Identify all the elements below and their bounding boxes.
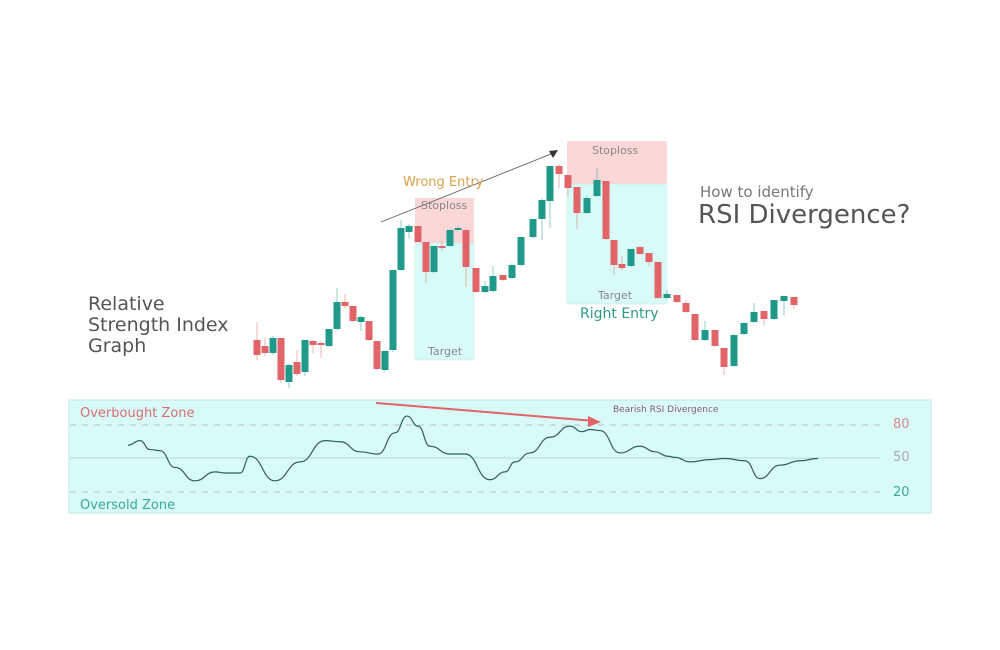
divergence-arrowhead-icon	[588, 416, 601, 427]
candle-body	[663, 294, 671, 298]
candle-body	[517, 237, 525, 265]
candle-body	[414, 226, 422, 242]
price-trend-line	[380, 151, 557, 223]
candle-body	[602, 181, 610, 239]
candle-body	[430, 246, 438, 272]
candle-body	[325, 329, 333, 346]
divergence-arrow-line	[375, 402, 596, 422]
subtitle: How to identify	[700, 183, 814, 201]
candle-body	[489, 276, 497, 291]
candle-body	[277, 338, 285, 380]
candle-body	[397, 228, 405, 270]
candle-body	[454, 228, 462, 230]
rsi-panel	[68, 399, 932, 514]
overbought-zone-label: Overbought Zone	[80, 406, 195, 421]
candle-body	[373, 341, 381, 369]
target-label-right: Target	[598, 289, 633, 302]
candle-body	[309, 341, 317, 345]
candle-body	[610, 240, 618, 265]
level-50-label: 50	[893, 450, 910, 465]
rsi-graph-title: Relative Strength Index Graph	[88, 294, 229, 357]
candle-body	[618, 264, 626, 268]
rsi-title-line3: Graph	[88, 335, 147, 357]
candle-body	[546, 166, 554, 201]
candle-body	[405, 226, 413, 232]
candle-body	[538, 200, 546, 219]
candle-body	[481, 286, 489, 292]
candle-body	[564, 175, 572, 188]
candle-body	[508, 265, 516, 278]
candle-body	[691, 314, 699, 340]
candle-body	[381, 351, 389, 370]
candle-body	[720, 348, 728, 367]
candle-body	[529, 219, 537, 237]
candle-body	[293, 362, 301, 374]
price-trend-arrowhead-icon	[549, 150, 558, 158]
rsi-title-line1: Relative	[88, 293, 165, 315]
stoploss-label-right: Stoploss	[592, 144, 639, 157]
candle-body	[317, 343, 325, 345]
candle-body	[365, 321, 373, 340]
candle-body	[301, 340, 309, 372]
candle-body	[636, 247, 644, 254]
candle-body	[349, 306, 357, 321]
candle-body	[555, 166, 563, 174]
candle-body	[711, 330, 719, 346]
page-title: RSI Divergence?	[698, 200, 911, 230]
candle-body	[462, 230, 470, 267]
rsi-line	[127, 415, 819, 482]
candle-body	[682, 303, 690, 312]
oversold-zone-label: Oversold Zone	[80, 498, 176, 513]
candle-body	[673, 295, 681, 302]
candle-body	[573, 187, 581, 213]
target-label-wrong: Target	[428, 345, 463, 358]
candle-body	[790, 297, 798, 305]
candle-body	[285, 365, 293, 382]
level-20-label: 20	[893, 485, 910, 500]
candle-body	[261, 346, 269, 353]
candlestick-series	[253, 164, 798, 388]
candle-body	[472, 268, 480, 292]
stoploss-zone-right	[567, 141, 667, 184]
candle-body	[730, 335, 738, 366]
stoploss-label-wrong: Stoploss	[421, 199, 468, 212]
rsi-title-line2: Strength Index	[88, 314, 229, 336]
candle-body	[499, 275, 507, 280]
candle-body	[654, 262, 662, 298]
candle-body	[627, 249, 635, 266]
candle-body	[253, 340, 261, 355]
candle-body	[740, 323, 748, 334]
candle-body	[446, 230, 454, 246]
bearish-divergence-label: Bearish RSI Divergence	[613, 405, 719, 415]
candle-body	[780, 296, 788, 301]
candle-body	[645, 253, 653, 262]
candle-body	[357, 317, 365, 322]
candle-body	[341, 302, 349, 306]
candle-body	[750, 312, 758, 322]
level-80-label: 80	[893, 417, 910, 432]
candle-body	[593, 180, 601, 196]
wrong-entry-label: Wrong Entry	[403, 175, 484, 190]
candle-body	[333, 302, 341, 329]
candle-body	[422, 242, 430, 272]
candle-body	[438, 246, 446, 248]
candle-body	[389, 270, 397, 350]
candle-body	[269, 338, 277, 353]
candle-body	[583, 198, 591, 213]
candle-body	[770, 300, 778, 319]
candle-body	[701, 330, 709, 340]
candle-body	[760, 311, 768, 319]
right-entry-label: Right Entry	[580, 306, 659, 322]
